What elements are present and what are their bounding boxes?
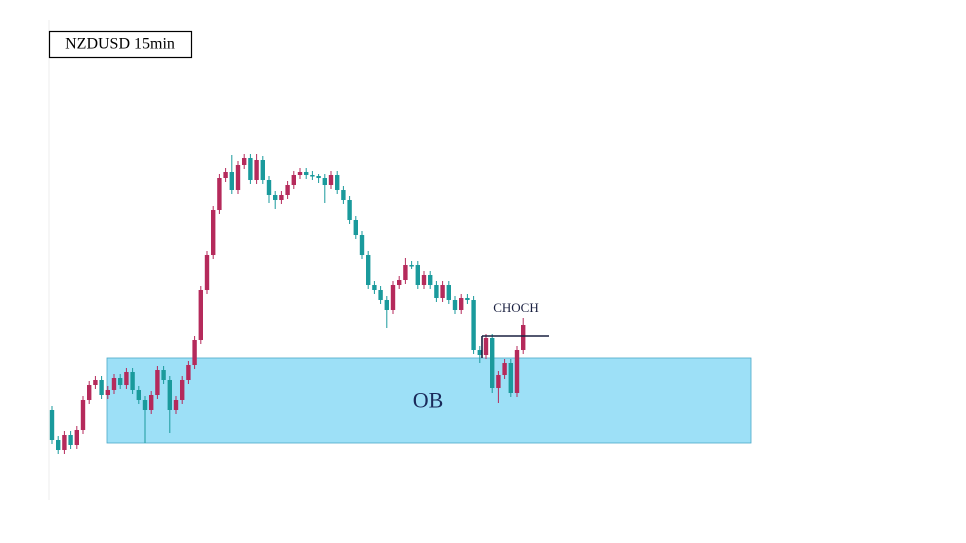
candle-body	[521, 325, 526, 350]
candle-body	[328, 175, 334, 185]
candle-body	[118, 378, 123, 385]
candle-body	[124, 372, 129, 385]
candle-body	[421, 275, 427, 285]
candle-body	[304, 172, 309, 175]
candle-body	[335, 175, 340, 190]
candle-body	[74, 430, 79, 445]
candle-body	[471, 300, 476, 350]
chart-title: NZDUSD 15min	[65, 36, 175, 53]
candle-body	[260, 160, 265, 180]
candle-body	[111, 378, 117, 390]
candle-body	[56, 440, 61, 450]
candle-body	[173, 400, 179, 410]
candle-body	[310, 175, 315, 177]
candle-body	[235, 165, 241, 190]
candle-body	[254, 160, 259, 180]
candle-body	[229, 172, 234, 190]
candle-body	[248, 158, 253, 180]
candle-body	[130, 372, 135, 390]
candle-body	[136, 390, 141, 400]
ob-zone	[106, 357, 752, 444]
candle-body	[366, 255, 371, 285]
candle-body	[514, 350, 520, 393]
candle-body	[434, 285, 439, 298]
candle-body	[242, 158, 247, 165]
candle-body	[99, 380, 104, 395]
candle-body	[428, 275, 433, 285]
candle-body	[142, 400, 148, 410]
candle-body	[105, 390, 110, 395]
candle-body	[62, 435, 67, 450]
candle-body	[266, 180, 272, 195]
candle-body	[149, 395, 154, 410]
candle-body	[353, 220, 358, 235]
candle-body	[347, 200, 352, 220]
candle-body	[397, 280, 402, 285]
candle-body	[80, 400, 86, 430]
candle-body	[87, 385, 92, 400]
ob-label: OB	[413, 388, 444, 413]
candle-body	[322, 178, 327, 185]
candle-body	[155, 370, 160, 395]
candle-body	[285, 185, 290, 195]
candle-body	[415, 265, 420, 285]
candle-body	[483, 338, 489, 355]
candle-body	[161, 370, 166, 380]
candle-body	[459, 298, 464, 310]
choch-label: CHOCH	[493, 300, 539, 315]
candle-body	[372, 285, 377, 290]
candle-body	[192, 340, 197, 365]
candle-body	[186, 365, 191, 380]
candle-body	[180, 380, 185, 400]
candle-body	[49, 410, 55, 440]
candle-body	[273, 195, 278, 200]
candle-body	[440, 285, 445, 298]
candle-body	[359, 235, 365, 255]
candle-body	[291, 175, 296, 185]
candle-body	[211, 210, 216, 255]
candle-body	[204, 255, 210, 290]
candle-body	[403, 265, 408, 280]
candle-body	[446, 285, 451, 300]
candle-body	[198, 290, 203, 340]
candle-body	[341, 190, 346, 200]
candle-body	[217, 178, 222, 210]
candle-body	[390, 285, 396, 310]
candle-body	[167, 380, 172, 410]
candle-body	[465, 298, 470, 300]
candle-body	[384, 300, 389, 310]
candle-body	[496, 375, 501, 388]
candle-body	[452, 300, 458, 310]
candle-body	[279, 195, 284, 200]
candle-body	[68, 435, 73, 445]
candle-body	[502, 363, 507, 375]
candle-body	[378, 290, 383, 300]
candle-body	[316, 176, 321, 178]
candle-body	[223, 172, 228, 178]
candle-body	[409, 265, 414, 267]
candle-body	[508, 363, 513, 393]
title-box	[48, 30, 193, 59]
candle-body	[490, 338, 495, 388]
candle-body	[297, 172, 303, 175]
candle-body	[93, 380, 98, 385]
candle-body	[477, 350, 482, 355]
